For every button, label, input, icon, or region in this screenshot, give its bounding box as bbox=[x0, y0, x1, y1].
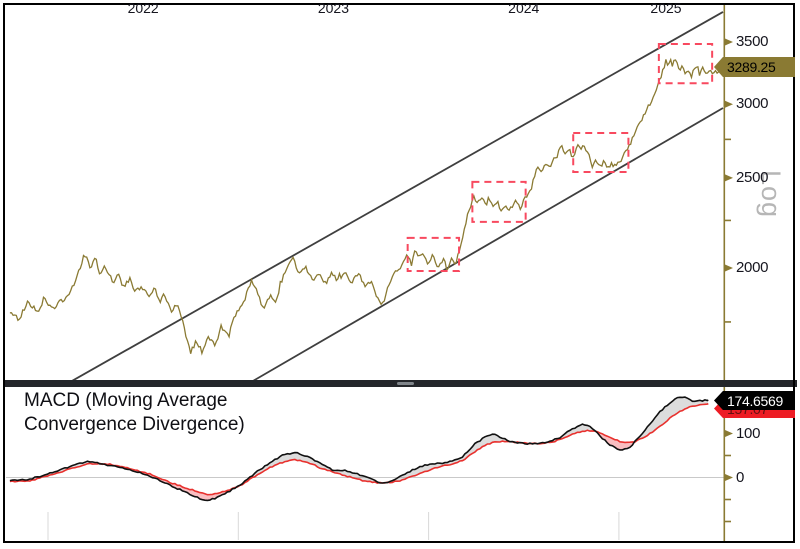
trend-channel[interactable] bbox=[69, 11, 724, 383]
macd-title-line1: MACD (Moving Average bbox=[24, 390, 228, 411]
price-axis[interactable] bbox=[723, 5, 734, 541]
year-label: 2024 bbox=[508, 0, 540, 16]
year-label: 2022 bbox=[127, 0, 159, 16]
year-label: 2023 bbox=[317, 0, 350, 16]
axis-minor-tick bbox=[725, 321, 731, 323]
macd-histogram-fill bbox=[635, 396, 708, 442]
consolidation-box[interactable] bbox=[657, 43, 714, 85]
highlight-boxes[interactable] bbox=[406, 43, 714, 273]
axis-minor-tick bbox=[725, 520, 731, 523]
price-series-line[interactable] bbox=[9, 57, 725, 356]
macd-title-line2: Convergence Divergence) bbox=[24, 414, 245, 435]
last-price-tag: 3289.25 bbox=[714, 57, 795, 77]
panel-separator[interactable] bbox=[3, 380, 797, 387]
consolidation-box[interactable] bbox=[406, 236, 461, 273]
axis-tick bbox=[725, 100, 733, 108]
macd-tick-label: 0 bbox=[736, 468, 745, 486]
time-axis[interactable] bbox=[47, 512, 620, 540]
axis-minor-tick bbox=[725, 454, 731, 457]
consolidation-box[interactable] bbox=[572, 131, 630, 173]
axis-minor-tick bbox=[725, 498, 731, 501]
macd-indicator-title[interactable]: MACD (Moving Average Convergence Diverge… bbox=[24, 389, 245, 437]
axis-tick bbox=[725, 38, 733, 46]
macd-histogram-fill bbox=[539, 425, 596, 444]
separator-drag-handle[interactable] bbox=[397, 382, 414, 385]
macd-histogram-fill bbox=[385, 433, 512, 483]
consolidation-box[interactable] bbox=[471, 180, 527, 223]
macd-signal-line[interactable] bbox=[9, 402, 709, 496]
price-tick-label: 2000 bbox=[736, 259, 769, 276]
axis-tick bbox=[725, 430, 733, 437]
macd-value-tag: 174.6569 bbox=[714, 391, 795, 410]
year-label: 2025 bbox=[650, 0, 682, 16]
price-tick-label: 3500 bbox=[736, 32, 769, 50]
axis-tick bbox=[725, 174, 733, 182]
price-tick-label: 2500 bbox=[736, 168, 769, 186]
axis-tick bbox=[725, 474, 733, 481]
macd-line[interactable] bbox=[9, 396, 709, 502]
macd-tick-label: 100 bbox=[736, 424, 761, 442]
macd-value: 174.6569 bbox=[727, 392, 783, 409]
axis-minor-tick bbox=[725, 219, 731, 222]
axis-tick bbox=[725, 264, 733, 272]
last-price-value: 3289.25 bbox=[727, 59, 776, 75]
axis-minor-tick bbox=[725, 138, 731, 141]
price-tick-label: 3000 bbox=[736, 95, 769, 113]
